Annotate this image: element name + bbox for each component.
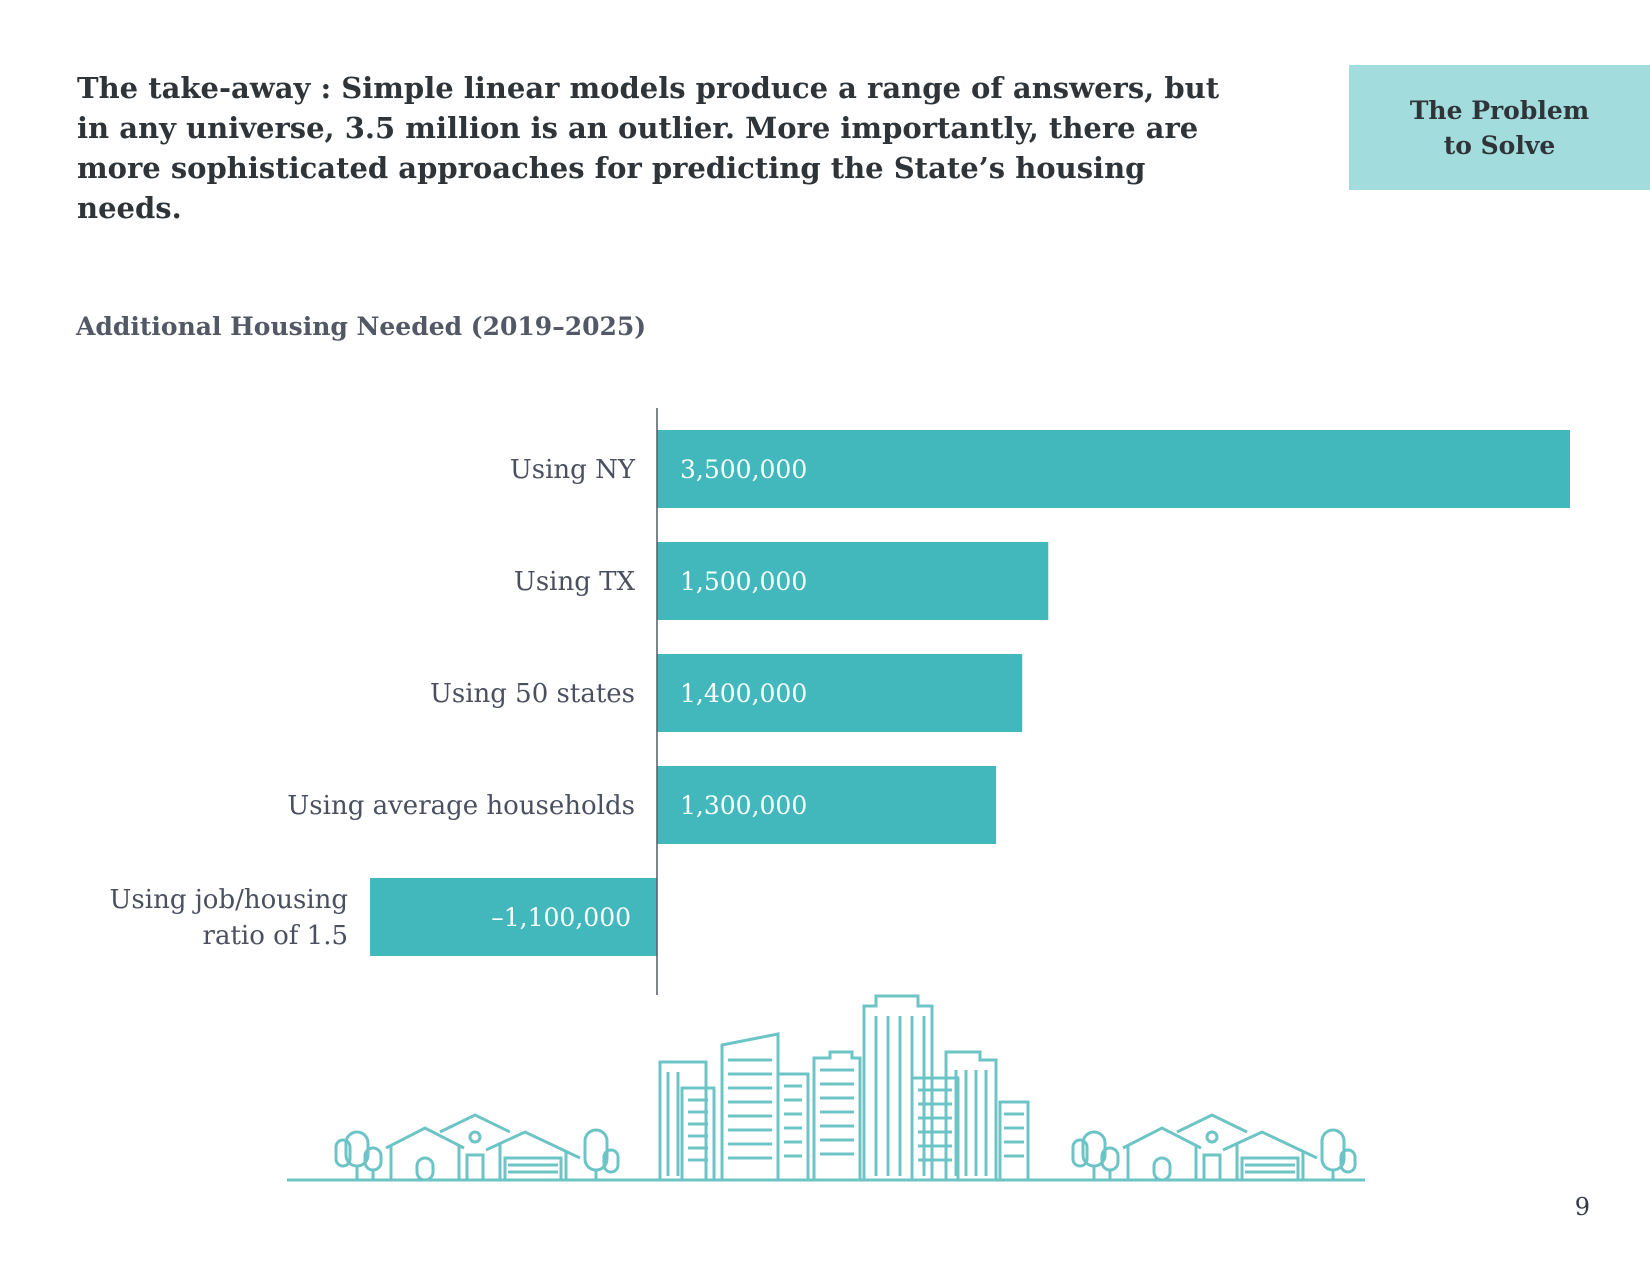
tree-icon xyxy=(583,1128,620,1180)
category-label: Using 50 states xyxy=(430,679,635,709)
building-icon xyxy=(658,994,1030,1182)
house-icon xyxy=(1122,1113,1318,1182)
bar xyxy=(657,766,997,844)
category-label: Using job/housing ratio of 1.5 xyxy=(110,885,349,951)
page-number: 9 xyxy=(1574,1193,1590,1221)
data-label: 1,400,000 xyxy=(680,679,807,708)
bar xyxy=(657,654,1023,732)
city-skyline-illustration xyxy=(287,994,1365,1182)
data-label: –1,100,000 xyxy=(491,903,631,932)
takeaway-text: The take-away : Simple linear models pro… xyxy=(77,71,1220,225)
bar-chart: 3,500,000 Using NY 1,500,000 Using TX 1,400,… xyxy=(110,408,1570,995)
data-label: 3,500,000 xyxy=(680,455,807,484)
house-icon xyxy=(385,1113,581,1182)
data-label: 1,500,000 xyxy=(680,567,807,596)
bar xyxy=(657,430,1570,508)
tree-icon xyxy=(1320,1128,1357,1180)
category-label: Using TX xyxy=(514,567,636,597)
bar xyxy=(657,542,1049,620)
section-tag: The Problem to Solve xyxy=(1349,65,1650,190)
tree-icon xyxy=(334,1130,383,1180)
chart-title: Additional Housing Needed (2019–2025) xyxy=(76,312,647,341)
data-label: 1,300,000 xyxy=(680,791,807,820)
bar xyxy=(370,878,657,956)
section-label: The Problem to Solve xyxy=(1409,95,1590,160)
category-label: Using NY xyxy=(510,455,636,485)
category-label: Using average households xyxy=(287,791,635,821)
tree-icon xyxy=(1071,1130,1120,1180)
